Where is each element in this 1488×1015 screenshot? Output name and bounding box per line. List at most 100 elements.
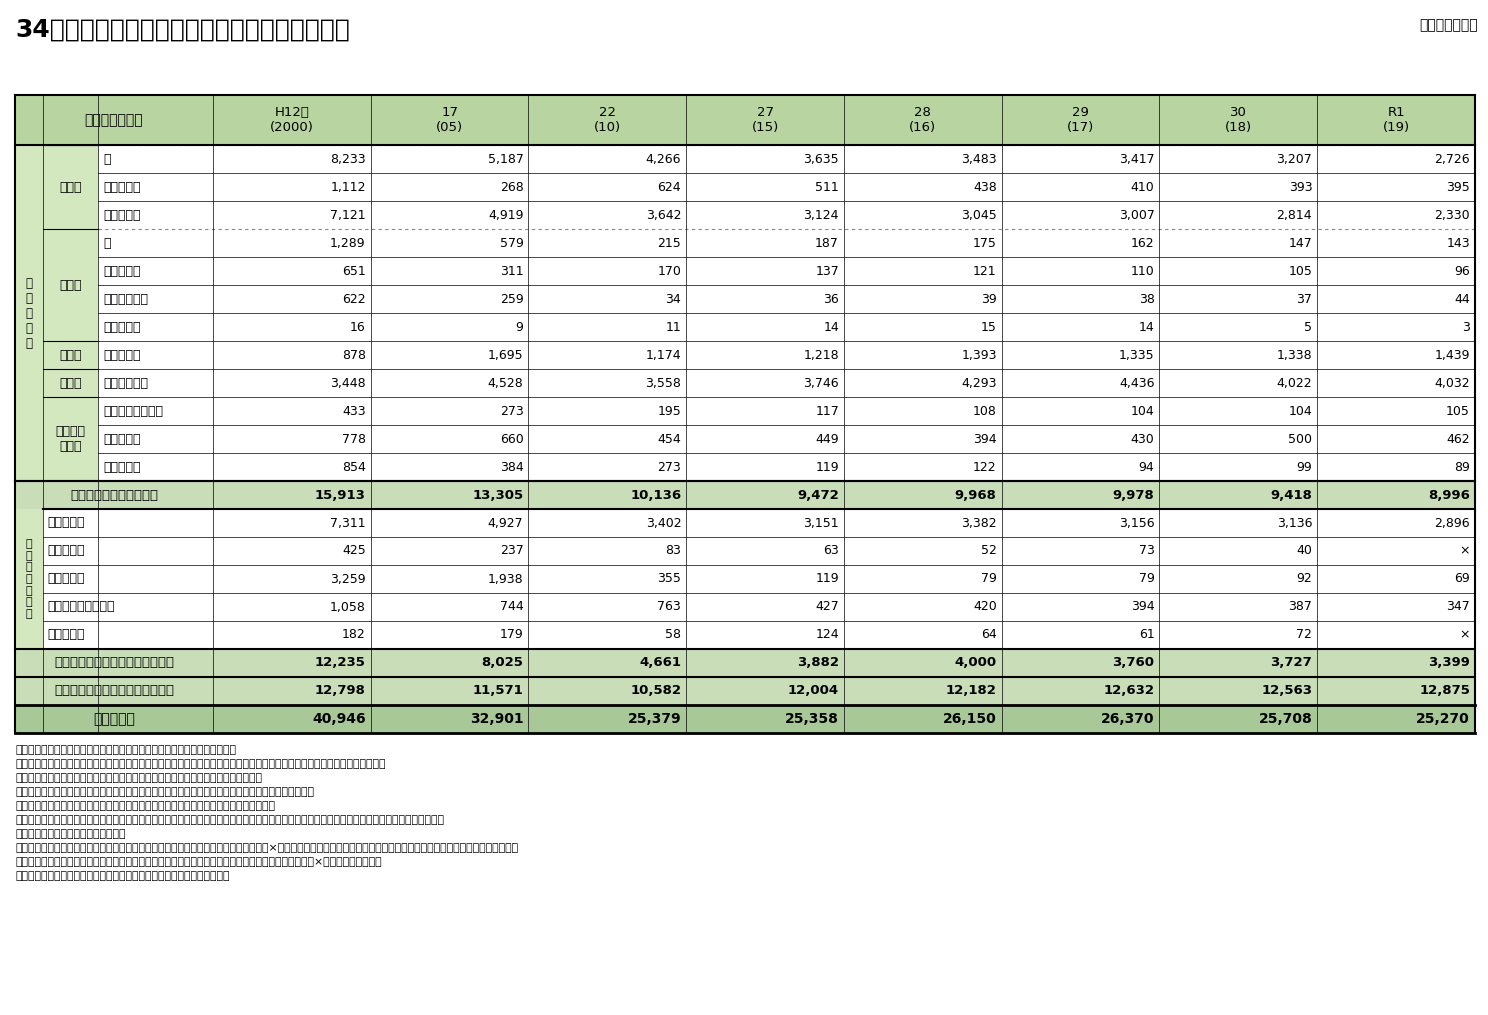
Text: 3,727: 3,727: [1271, 657, 1312, 670]
Text: 430: 430: [1131, 432, 1155, 446]
Bar: [1159, 453, 1317, 481]
Bar: [371, 257, 528, 285]
Text: 5,187: 5,187: [488, 152, 524, 165]
Bar: [371, 537, 528, 565]
Bar: [1317, 95, 1475, 145]
Bar: [1159, 229, 1317, 257]
Bar: [1001, 145, 1159, 173]
Bar: [1317, 565, 1475, 593]
Bar: [371, 201, 528, 229]
Bar: [98, 285, 213, 313]
Text: 63: 63: [823, 544, 839, 557]
Text: 34: 34: [665, 292, 682, 306]
Text: 105: 105: [1446, 405, 1470, 417]
Bar: [371, 621, 528, 649]
Bar: [844, 173, 1001, 201]
Bar: [1317, 397, 1475, 425]
Bar: [528, 341, 686, 369]
Bar: [43, 229, 98, 341]
Text: 660: 660: [500, 432, 524, 446]
Text: 5: 5: [1305, 321, 1312, 334]
Bar: [213, 145, 371, 173]
Bar: [1317, 537, 1475, 565]
Bar: [1159, 397, 1317, 425]
Text: 433: 433: [342, 405, 366, 417]
Text: 73: 73: [1138, 544, 1155, 557]
Bar: [43, 369, 98, 397]
Bar: [1317, 229, 1475, 257]
Text: 9,978: 9,978: [1113, 488, 1155, 501]
Text: 64: 64: [981, 628, 997, 641]
Text: 措置を講じた当該結果が推定できる場合には、本来秘匿措置を施す必要のない箇所についても「×」表示としている。: 措置を講じた当該結果が推定できる場合には、本来秘匿措置を施す必要のない箇所につい…: [15, 857, 381, 867]
Bar: [1001, 285, 1159, 313]
Text: 3,760: 3,760: [1113, 657, 1155, 670]
Bar: [98, 229, 213, 257]
Text: 394: 394: [1131, 601, 1155, 613]
Bar: [686, 453, 844, 481]
Text: 162: 162: [1131, 236, 1155, 250]
Bar: [1159, 565, 1317, 593]
Bar: [371, 453, 528, 481]
Text: 387: 387: [1289, 601, 1312, 613]
Text: 1,695: 1,695: [488, 348, 524, 361]
Bar: [1317, 453, 1475, 481]
Text: 121: 121: [973, 265, 997, 277]
Text: 36: 36: [823, 292, 839, 306]
Bar: [15, 509, 43, 649]
Bar: [371, 565, 528, 593]
Bar: [844, 565, 1001, 593]
Text: 3,151: 3,151: [804, 517, 839, 530]
Text: 米　　　材: 米 材: [48, 517, 85, 530]
Bar: [1159, 593, 1317, 621]
Text: 4,293: 4,293: [961, 377, 997, 390]
Text: 119: 119: [815, 461, 839, 474]
Bar: [1159, 621, 1317, 649]
Text: 1,393: 1,393: [961, 348, 997, 361]
Text: 37: 37: [1296, 292, 1312, 306]
Text: 3,483: 3,483: [961, 152, 997, 165]
Text: そ　の　他: そ の 他: [48, 628, 85, 641]
Bar: [528, 173, 686, 201]
Bar: [43, 397, 98, 481]
Bar: [528, 95, 686, 145]
Bar: [371, 145, 528, 173]
Bar: [844, 621, 1001, 649]
Text: 195: 195: [658, 405, 682, 417]
Text: 14: 14: [823, 321, 839, 334]
Bar: [1159, 201, 1317, 229]
Bar: [686, 593, 844, 621]
Bar: [98, 369, 213, 397]
Bar: [686, 95, 844, 145]
Text: 12,182: 12,182: [946, 684, 997, 697]
Bar: [1001, 621, 1159, 649]
Text: 北洋材: 北洋材: [60, 348, 82, 361]
Text: 10,136: 10,136: [629, 488, 682, 501]
Text: 1,335: 1,335: [1119, 348, 1155, 361]
Bar: [1159, 341, 1317, 369]
Text: 22
(10): 22 (10): [594, 106, 620, 134]
Text: 3,746: 3,746: [804, 377, 839, 390]
Text: 105: 105: [1289, 265, 1312, 277]
Text: 輸
入
製
材
用
丸
太: 輸 入 製 材 用 丸 太: [25, 539, 33, 619]
Bar: [1159, 509, 1317, 537]
Text: 108: 108: [973, 405, 997, 417]
Bar: [1317, 369, 1475, 397]
Text: 合　　　計: 合 計: [94, 712, 135, 726]
Text: 南　洋　材: 南 洋 材: [48, 544, 85, 557]
Bar: [1001, 201, 1159, 229]
Text: 30
(18): 30 (18): [1225, 106, 1251, 134]
Bar: [1159, 313, 1317, 341]
Bar: [686, 229, 844, 257]
Text: 4,927: 4,927: [488, 517, 524, 530]
Text: 355: 355: [658, 572, 682, 586]
Text: 182: 182: [342, 628, 366, 641]
Bar: [528, 509, 686, 537]
Text: 29
(17): 29 (17): [1067, 106, 1094, 134]
Bar: [15, 95, 1475, 145]
Bar: [371, 173, 528, 201]
Text: 34　我が国への製材用木材供給量（丸太換算）: 34 我が国への製材用木材供給量（丸太換算）: [15, 18, 350, 42]
Text: ２：南洋材のその他とは、フィリピン、シンガポール、ブルネイ、パプア・ニューギニア、ソロモン諸島からの輸入である。: ２：南洋材のその他とは、フィリピン、シンガポール、ブルネイ、パプア・ニューギニア…: [15, 759, 385, 769]
Bar: [43, 621, 213, 649]
Bar: [371, 285, 528, 313]
Text: 89: 89: [1454, 461, 1470, 474]
